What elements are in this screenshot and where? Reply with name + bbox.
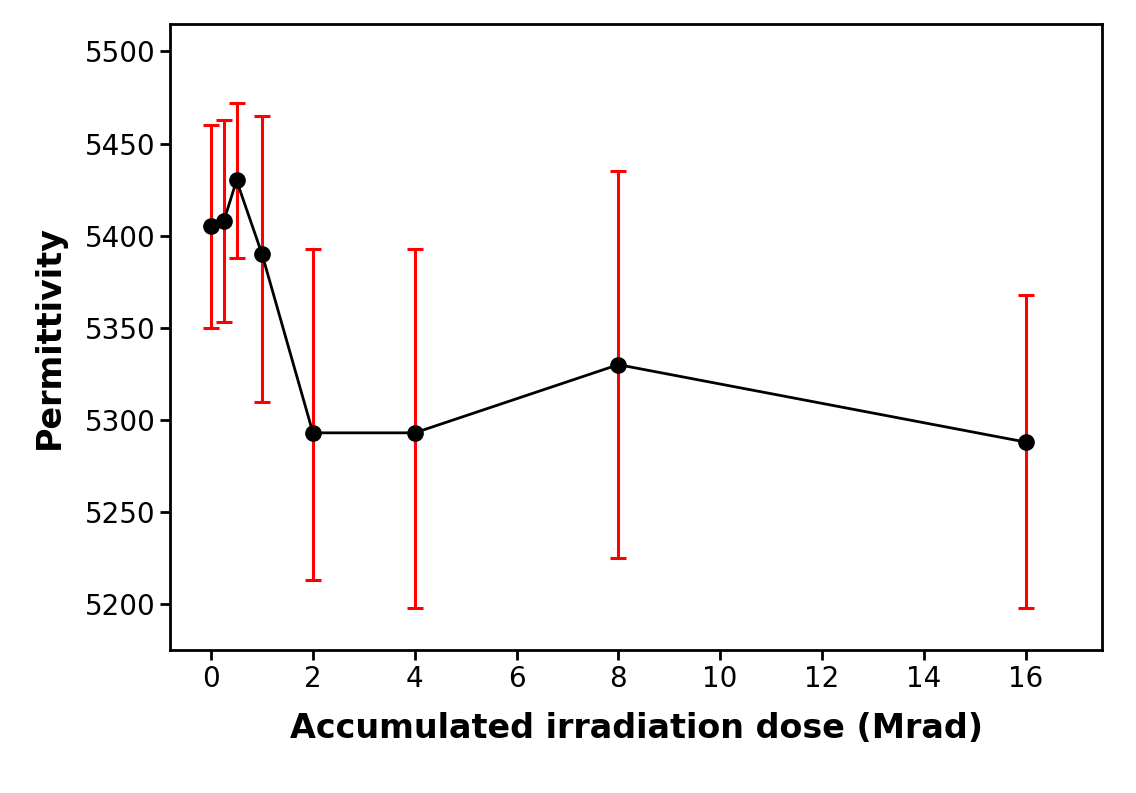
Y-axis label: Permittivity: Permittivity — [33, 225, 66, 449]
X-axis label: Accumulated irradiation dose (Mrad): Accumulated irradiation dose (Mrad) — [290, 712, 983, 745]
